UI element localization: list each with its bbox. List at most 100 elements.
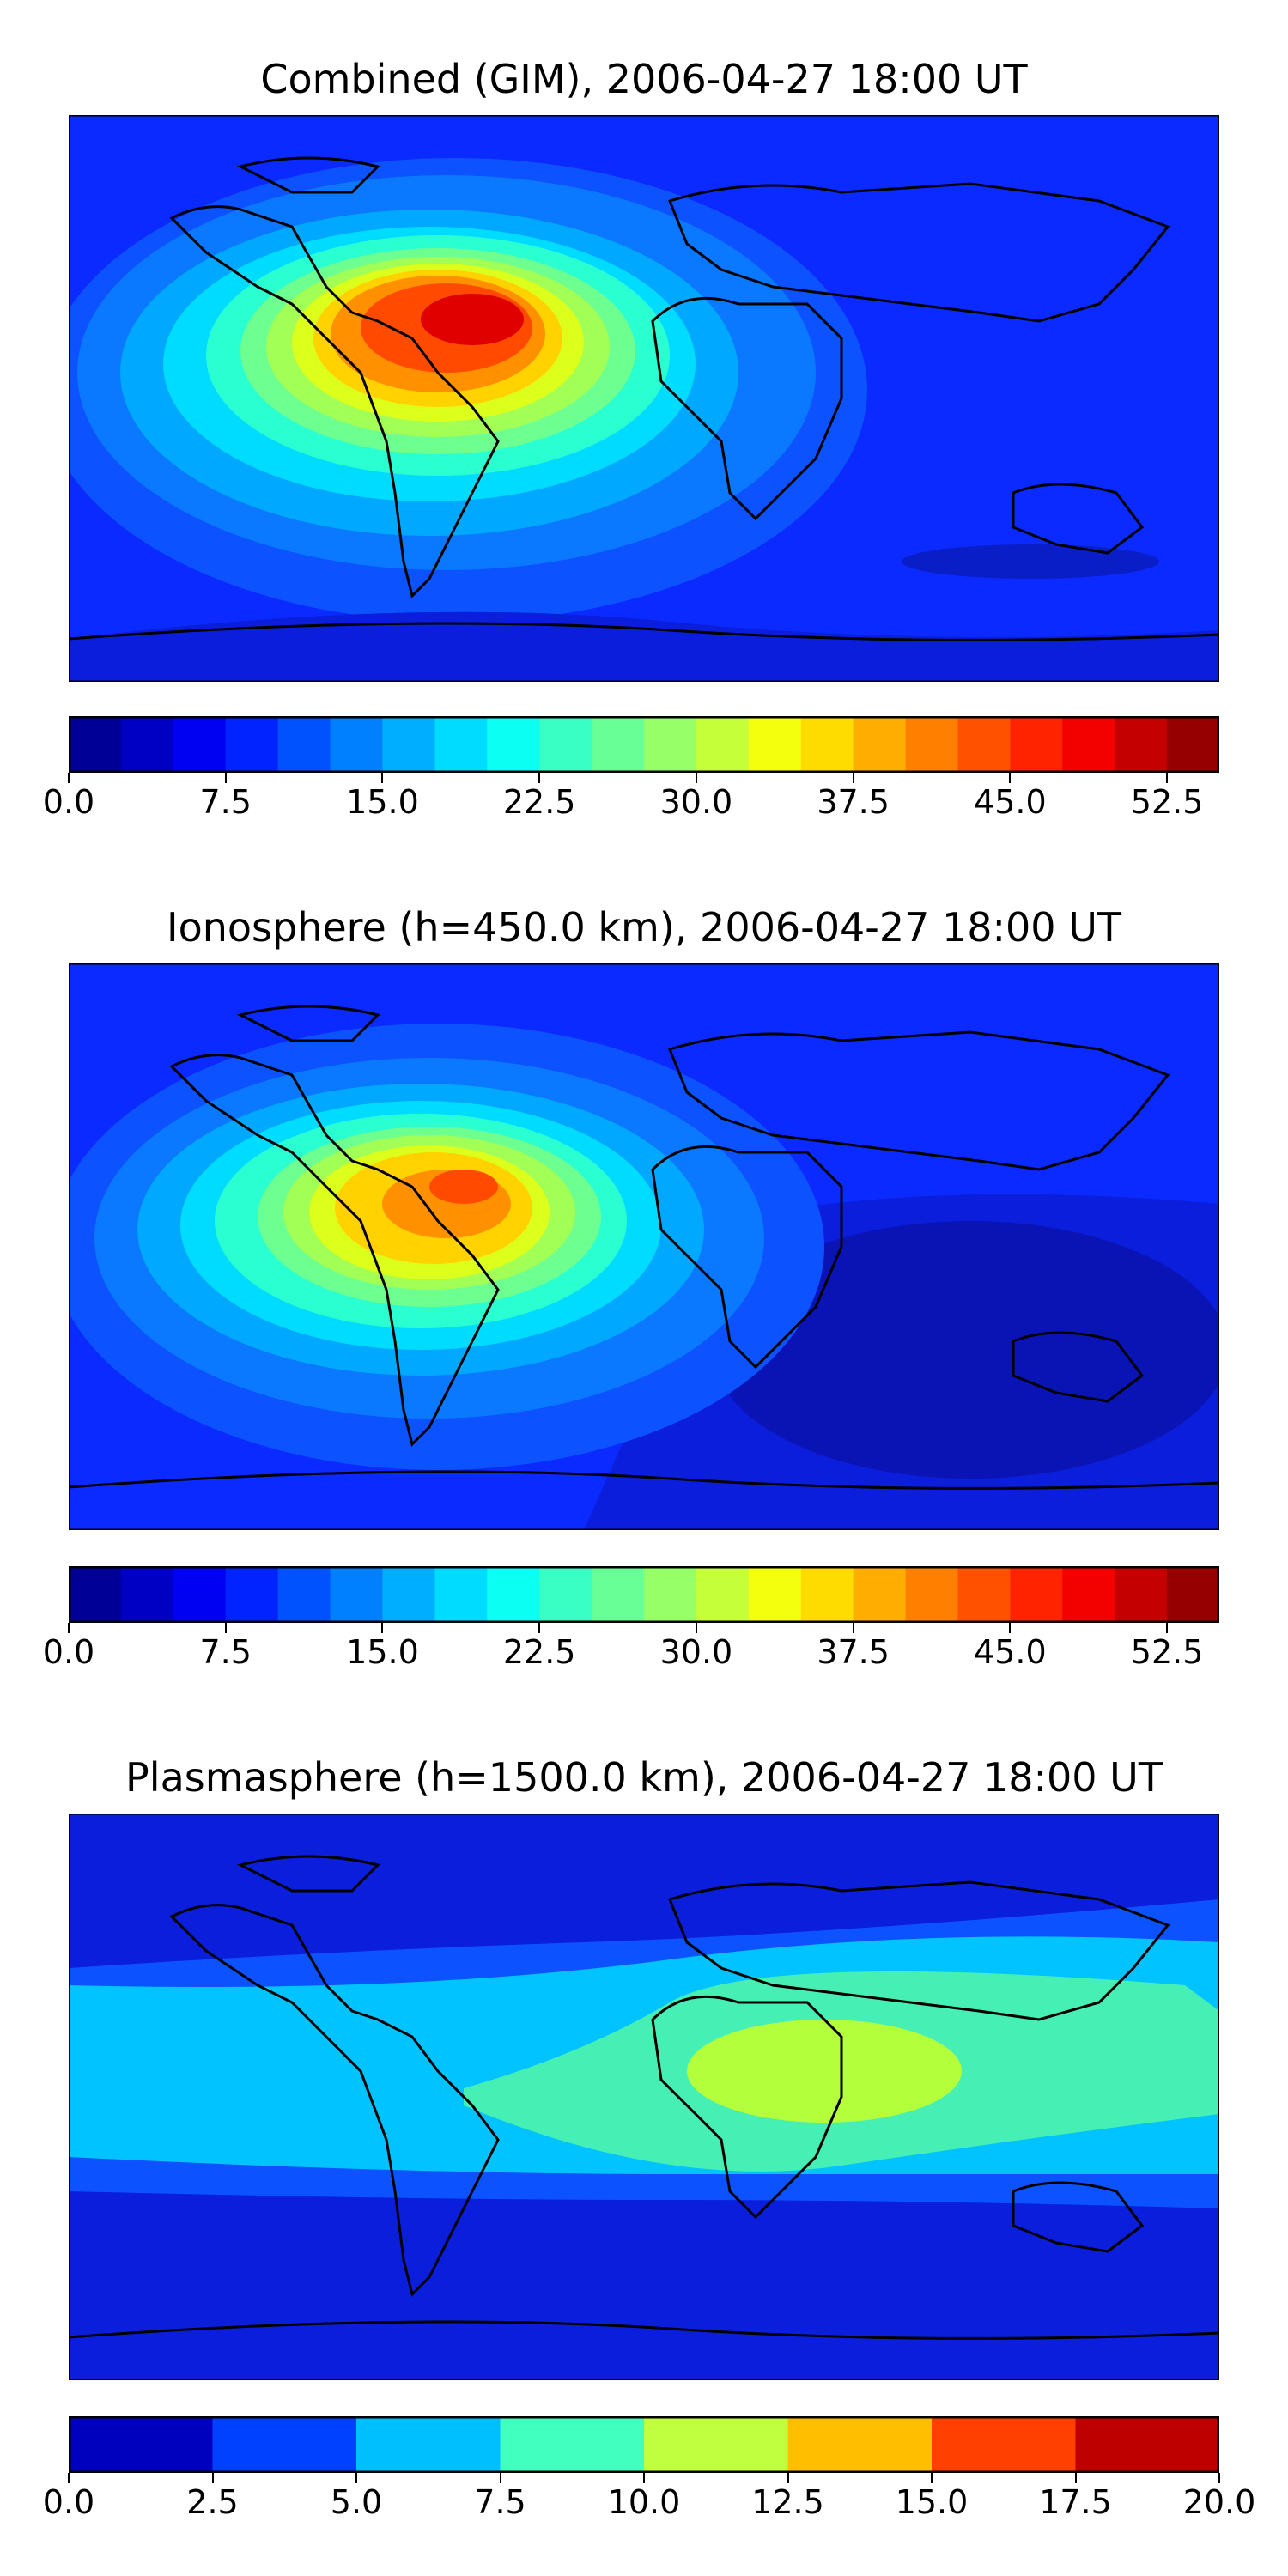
- colorbar-tick-label: 52.5: [1130, 1633, 1204, 1671]
- colorbar-swatch: [212, 2416, 357, 2473]
- colorbar-tick-label: 30.0: [659, 1633, 733, 1671]
- ionosphere-contour-map: [69, 963, 1219, 1530]
- colorbar-swatch: [225, 1566, 279, 1623]
- colorbar-tick-mark: [68, 2473, 70, 2483]
- colorbar-swatch: [1115, 1566, 1168, 1623]
- ionosphere-colorbar-ticks: 0.0 7.5 15.0 22.5 30.0 37.5 45.0 52.5: [43, 1623, 1219, 1674]
- colorbar-tick-mark: [381, 1623, 384, 1633]
- ionosphere-colorbar: [69, 1566, 1219, 1623]
- colorbar-swatch: [592, 716, 645, 773]
- colorbar-tick-label: 12.5: [751, 2483, 824, 2521]
- colorbar-tick-label: 22.5: [502, 1633, 576, 1671]
- colorbar-swatch: [434, 1566, 488, 1623]
- colorbar-swatch: [644, 1566, 697, 1623]
- colorbar-swatch: [539, 716, 592, 773]
- colorbar-swatch: [69, 1566, 122, 1623]
- colorbar-swatch: [1062, 1566, 1115, 1623]
- colorbar-tick-label: 37.5: [817, 1633, 890, 1671]
- colorbar-swatch: [957, 1566, 1011, 1623]
- colorbar-swatch: [592, 1566, 645, 1623]
- colorbar-swatch: [1075, 2416, 1219, 2473]
- plasmasphere-colorbar-ticks: 0.0 2.5 5.0 7.5 10.0 12.5 15.0 17.5 20.0: [43, 2473, 1255, 2524]
- colorbar-swatch: [800, 716, 854, 773]
- colorbar-swatches: [69, 2416, 1219, 2473]
- colorbar-tick-mark: [695, 773, 697, 783]
- colorbar-tick-label: 45.0: [974, 1633, 1047, 1671]
- colorbar-tick-label: 7.5: [199, 1633, 252, 1671]
- colorbar-tick-mark: [1218, 2473, 1220, 2483]
- colorbar-swatches: [69, 1566, 1219, 1623]
- gim-colorbar-ticks: 0.0 7.5 15.0 22.5 30.0 37.5 45.0 52.5: [43, 773, 1219, 824]
- colorbar-tick-mark: [68, 773, 70, 783]
- colorbar-tick-label: 2.5: [186, 2483, 239, 2521]
- colorbar-tick-label: 10.0: [607, 2483, 681, 2521]
- colorbar-swatch: [1010, 716, 1063, 773]
- colorbar-tick-mark: [852, 1623, 854, 1633]
- colorbar-tick-mark: [381, 773, 384, 783]
- colorbar-tick-mark: [1009, 773, 1012, 783]
- colorbar-swatch: [539, 1566, 592, 1623]
- colorbar-tick-mark: [68, 1623, 70, 1633]
- colorbar-swatch: [434, 716, 488, 773]
- colorbar-tick-mark: [852, 773, 854, 783]
- colorbar-tick-label: 0.0: [42, 2483, 95, 2521]
- gim-colorbar: [69, 716, 1219, 773]
- colorbar-tick-label: 37.5: [817, 783, 890, 821]
- colorbar-swatch: [487, 1566, 540, 1623]
- colorbar-swatch: [382, 716, 435, 773]
- colorbar-tick-label: 5.0: [330, 2483, 383, 2521]
- colorbar-swatch: [800, 1566, 854, 1623]
- colorbar-swatch: [853, 1566, 907, 1623]
- colorbar-swatch: [1062, 716, 1115, 773]
- colorbar-swatch: [644, 2416, 788, 2473]
- colorbar-tick-mark: [538, 773, 541, 783]
- colorbar-tick-mark: [1166, 1623, 1169, 1633]
- colorbar-tick-mark: [1009, 1623, 1012, 1633]
- colorbar-swatch: [748, 716, 802, 773]
- colorbar-tick-mark: [355, 2473, 357, 2483]
- colorbar-tick-label: 52.5: [1130, 783, 1204, 821]
- colorbar-tick-label: 15.0: [346, 783, 419, 821]
- colorbar-tick-mark: [224, 1623, 227, 1633]
- colorbar-swatch: [330, 716, 383, 773]
- colorbar-swatch: [1115, 716, 1168, 773]
- colorbar-tick-mark: [643, 2473, 645, 2483]
- colorbar-tick-label: 0.0: [42, 1633, 95, 1671]
- colorbar-swatch: [330, 1566, 383, 1623]
- colorbar-swatch: [277, 1566, 331, 1623]
- colorbar-tick-mark: [1166, 773, 1169, 783]
- ionosphere-map: [69, 963, 1219, 1530]
- colorbar-tick-label: 22.5: [502, 783, 576, 821]
- colorbar-tick-label: 15.0: [895, 2483, 969, 2521]
- colorbar-swatch: [120, 716, 174, 773]
- plasmasphere-colorbar: [69, 2416, 1219, 2473]
- panel-title: Combined (GIM), 2006-04-27 18:00 UT: [260, 56, 1028, 102]
- plasmasphere-map: [69, 1814, 1219, 2380]
- panel-title: Plasmasphere (h=1500.0 km), 2006-04-27 1…: [125, 1754, 1163, 1801]
- colorbar-tick-mark: [211, 2473, 214, 2483]
- colorbar-tick-mark: [499, 2473, 501, 2483]
- colorbar-swatch: [957, 716, 1011, 773]
- colorbar-tick-mark: [695, 1623, 697, 1633]
- colorbar-swatch: [696, 716, 750, 773]
- colorbar-swatch: [905, 716, 958, 773]
- colorbar-tick-label: 7.5: [474, 2483, 526, 2521]
- colorbar-tick-label: 30.0: [659, 783, 733, 821]
- colorbar-swatch: [644, 716, 697, 773]
- colorbar-frame: [69, 2416, 1219, 2473]
- colorbar-tick-label: 7.5: [199, 783, 252, 821]
- colorbar-frame: [69, 1566, 1219, 1623]
- panel-title: Ionosphere (h=450.0 km), 2006-04-27 18:0…: [167, 904, 1121, 951]
- colorbar-swatch: [120, 1566, 174, 1623]
- colorbar-frame: [69, 716, 1219, 773]
- colorbar-swatch: [487, 716, 540, 773]
- gim-contour-map: [69, 115, 1219, 682]
- colorbar-tick-label: 15.0: [346, 1633, 419, 1671]
- colorbar-swatch: [500, 2416, 645, 2473]
- colorbar-tick-mark: [931, 2473, 933, 2483]
- colorbar-swatch: [382, 1566, 435, 1623]
- colorbar-swatch: [1167, 716, 1219, 773]
- colorbar-swatch: [225, 716, 279, 773]
- colorbar-swatch: [748, 1566, 802, 1623]
- colorbar-swatches: [69, 716, 1219, 773]
